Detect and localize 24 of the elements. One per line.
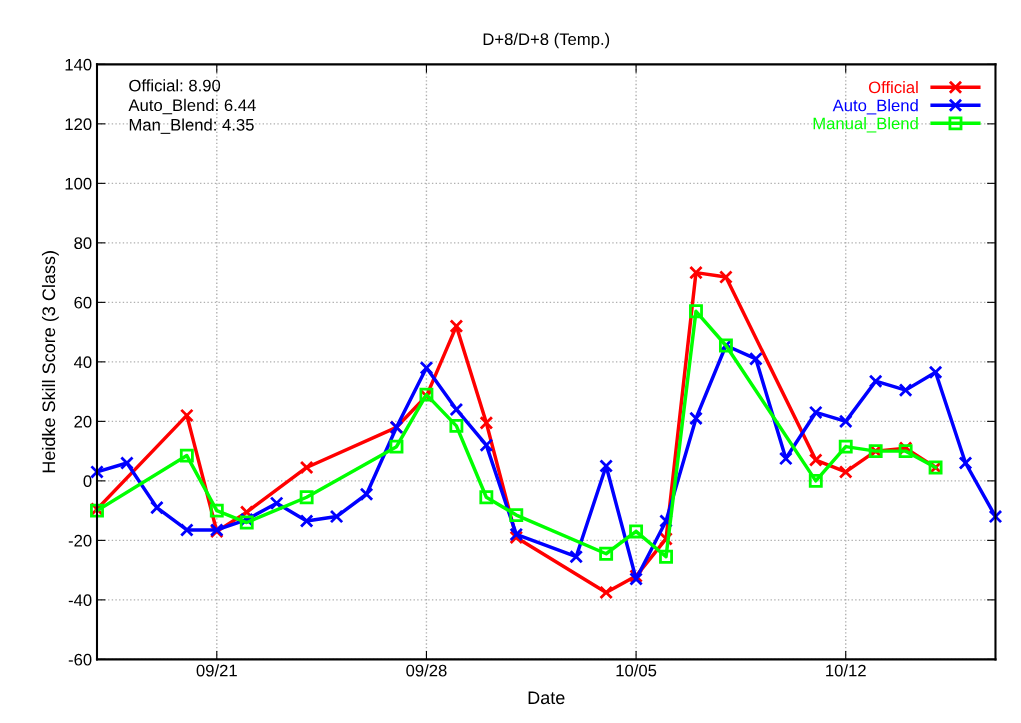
y-tick-label: 80	[74, 237, 92, 250]
annotation: Auto_Blend: 6.44	[128, 98, 256, 115]
legend-label: Official	[868, 81, 918, 94]
legend-label: Auto_Blend	[832, 99, 918, 115]
y-tick-label: 20	[74, 415, 92, 428]
y-tick-label: 40	[73, 356, 92, 369]
annotation: Man_Blend: 4.35	[129, 118, 254, 134]
y-tick-label: -20	[68, 534, 92, 547]
x-tick-label: 10/12	[826, 664, 866, 677]
legend-label: Manual_Blend	[813, 117, 918, 133]
y-tick-label: 100	[65, 177, 92, 190]
x-axis-title: Date	[528, 691, 565, 705]
y-tick-label: 120	[65, 118, 92, 131]
y-tick-label: 60	[74, 296, 92, 309]
y-tick-label: 140	[65, 58, 92, 71]
annotation: Official: 8.90	[129, 79, 221, 92]
x-tick-label: 09/21	[196, 664, 237, 677]
y-tick-label: -60	[68, 653, 92, 666]
chart-title: D+8/D+8 (Temp.)	[483, 32, 610, 49]
x-tick-label: 09/28	[406, 664, 447, 677]
y-axis-title: Heidke Skill Score (3 Class)	[41, 251, 59, 473]
x-tick-label: 10/05	[616, 664, 657, 677]
y-tick-label: 0	[83, 475, 92, 488]
y-tick-label: -40	[68, 594, 92, 607]
